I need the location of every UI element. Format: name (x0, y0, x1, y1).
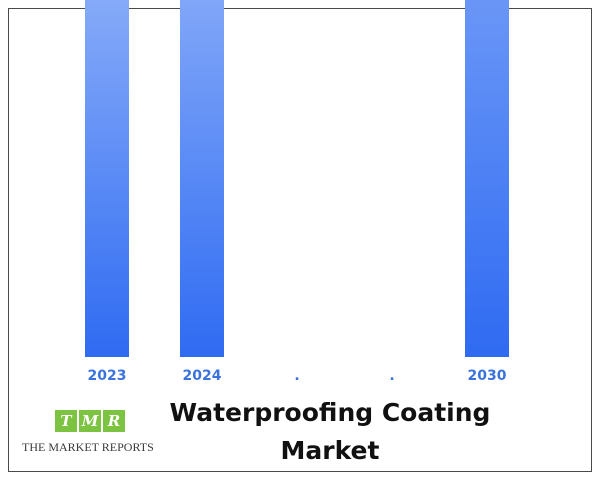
chart-caption: Waterproofing Coating Market (150, 394, 510, 470)
bar-2030 (465, 0, 509, 357)
logo-letter-r: R (103, 410, 125, 432)
x-tick-label-2: . (294, 368, 299, 384)
bar-2024 (180, 0, 224, 357)
x-tick-label-4: 2030 (468, 368, 507, 384)
x-tick-label-1: 2024 (183, 368, 222, 384)
chart-frame (8, 8, 592, 472)
bar-2023 (85, 0, 129, 357)
caption-line-2: Market (280, 436, 380, 465)
logo-company-name: THE MARKET REPORTS (22, 440, 154, 454)
x-tick-label-3: . (389, 368, 394, 384)
logo-letter-m: M (79, 410, 101, 432)
x-tick-label-0: 2023 (88, 368, 127, 384)
logo-letter-t: T (55, 410, 77, 432)
tmr-logo: T M R THE MARKET REPORTS (22, 410, 162, 460)
caption-line-1: Waterproofing Coating (169, 398, 491, 427)
bar-chart: US$5076.7M2023US$5385.2M2024..US$7467.6M… (85, 0, 509, 384)
